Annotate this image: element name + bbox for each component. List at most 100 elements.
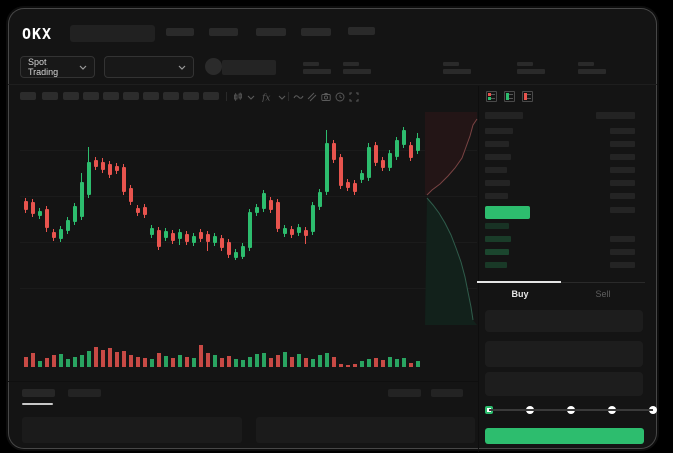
volume-bar	[353, 364, 357, 367]
timeframe-button[interactable]	[123, 92, 139, 100]
volume-bar	[122, 351, 126, 367]
ask-row-bar[interactable]	[485, 128, 513, 134]
volume-bar	[129, 355, 133, 367]
volume-bar	[206, 353, 210, 367]
nav-item[interactable]	[209, 28, 238, 36]
timeframe-button[interactable]	[20, 92, 36, 100]
bid-row-bar[interactable]	[485, 249, 509, 255]
last-price-button[interactable]	[485, 206, 530, 219]
candle-body	[157, 230, 161, 247]
volume-bar	[185, 357, 189, 367]
timeframe-button[interactable]	[163, 92, 179, 100]
total-input[interactable]	[485, 372, 643, 396]
nav-item[interactable]	[348, 27, 375, 35]
trendline-icon[interactable]	[293, 93, 304, 101]
timeframe-button[interactable]	[63, 92, 79, 100]
candle-body	[87, 162, 91, 195]
timeframe-button[interactable]	[83, 92, 99, 100]
ask-row-amount	[610, 141, 635, 147]
volume-bar	[80, 355, 84, 367]
orderbook-header	[596, 112, 635, 119]
pair-name-block	[222, 60, 276, 75]
volume-bar	[290, 357, 294, 367]
orders-panel	[22, 417, 242, 443]
volume-bar	[409, 363, 413, 367]
volume-bar	[318, 355, 322, 367]
pair-dropdown[interactable]	[104, 56, 194, 78]
depth-bids-area	[425, 198, 477, 325]
volume-bar	[381, 360, 385, 367]
price-input[interactable]	[485, 310, 643, 332]
timeframe-button[interactable]	[143, 92, 159, 100]
svg-text:fx: fx	[262, 94, 270, 103]
amount-slider-track[interactable]	[489, 409, 653, 411]
timeframe-button[interactable]	[103, 92, 119, 100]
timeframe-button[interactable]	[203, 92, 219, 100]
volume-bar	[178, 355, 182, 367]
active-tab-indicator	[477, 281, 561, 283]
nav-search-block[interactable]	[70, 25, 155, 42]
tab-sell[interactable]: Sell	[595, 289, 611, 299]
orders-action[interactable]	[431, 389, 463, 397]
coin-icon	[205, 58, 222, 75]
volume-bar	[283, 352, 287, 367]
ask-row-bar[interactable]	[485, 154, 511, 160]
candle-body	[395, 140, 399, 157]
bid-row-bar[interactable]	[485, 236, 511, 242]
orders-action[interactable]	[388, 389, 421, 397]
volume-bar	[388, 357, 392, 367]
buy-submit-button[interactable]	[485, 428, 644, 444]
fullscreen-icon[interactable]	[349, 92, 359, 102]
nav-item[interactable]	[166, 28, 194, 36]
volume-bar	[31, 353, 35, 367]
volume-bar	[94, 347, 98, 367]
bid-row-bar[interactable]	[485, 223, 509, 229]
slider-dot[interactable]	[649, 406, 657, 414]
compare-icon[interactable]	[307, 92, 317, 102]
candle-body	[80, 182, 84, 217]
volume-bar	[136, 357, 140, 367]
volume-bar	[325, 353, 329, 367]
candle-body	[248, 212, 252, 248]
orders-tab[interactable]	[68, 389, 101, 397]
timeframe-button[interactable]	[183, 92, 199, 100]
chevron-down-icon[interactable]	[247, 95, 255, 100]
candle-body	[52, 232, 56, 238]
candlesticks-icon[interactable]	[233, 92, 243, 102]
orders-tab[interactable]	[22, 389, 55, 397]
chevron-down-icon[interactable]	[278, 95, 286, 100]
tab-buy[interactable]: Buy	[511, 289, 529, 299]
indicator-icon[interactable]: fx	[262, 92, 274, 103]
candle-body	[346, 182, 350, 188]
orderbook-view-both-icon[interactable]	[486, 91, 497, 102]
candle-body	[206, 234, 210, 242]
candle-body	[220, 238, 224, 248]
depth-chart	[425, 112, 478, 325]
timeframe-button[interactable]	[42, 92, 58, 100]
volume-bar	[52, 355, 56, 367]
ask-row-bar[interactable]	[485, 167, 507, 173]
nav-item[interactable]	[301, 28, 331, 36]
nav-item[interactable]	[256, 28, 286, 36]
volume-bar	[360, 361, 364, 367]
orderbook-view-bids-icon[interactable]	[504, 91, 515, 102]
chart-gridline	[20, 150, 477, 151]
ask-row-amount	[610, 128, 635, 134]
candle-body	[388, 153, 392, 168]
ask-row-bar[interactable]	[485, 141, 509, 147]
volume-bar	[171, 358, 175, 367]
market-type-label: Spot Trading	[28, 57, 59, 77]
volume-bar	[59, 354, 63, 367]
volume-bar	[416, 361, 420, 367]
market-type-selector[interactable]: Spot Trading	[20, 56, 95, 78]
candle-body	[255, 207, 259, 213]
candle-body	[297, 227, 301, 233]
history-clock-icon[interactable]	[335, 92, 345, 102]
amount-input[interactable]	[485, 341, 643, 367]
candle-body	[304, 230, 308, 236]
camera-icon[interactable]	[321, 92, 331, 102]
orderbook-view-asks-icon[interactable]	[522, 91, 533, 102]
ask-row-bar[interactable]	[485, 193, 508, 199]
bid-row-bar[interactable]	[485, 262, 507, 268]
ask-row-bar[interactable]	[485, 180, 510, 186]
